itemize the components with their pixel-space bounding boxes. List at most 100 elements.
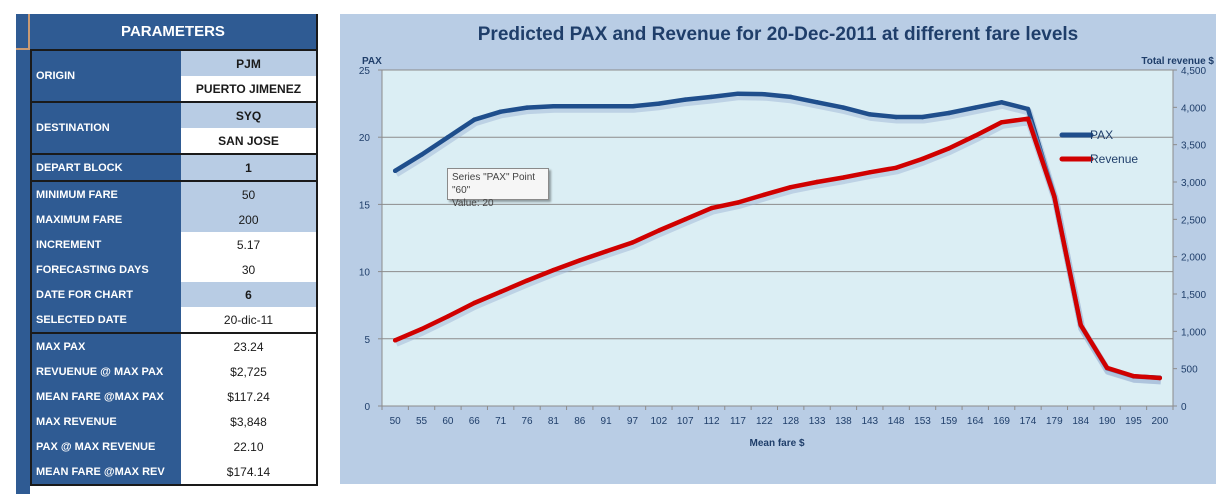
param-label: FORECASTING DAYS <box>30 257 181 282</box>
legend: PAX Revenue <box>1059 128 1138 166</box>
revenue-series-point <box>762 192 767 197</box>
x-tick-label: 179 <box>1046 416 1063 427</box>
revenue-series-point <box>656 228 662 233</box>
pax-series-point <box>788 94 793 100</box>
x-tick-label: 128 <box>782 416 799 427</box>
result-row-mean-fare-at-max-pax: MEAN FARE @MAX PAX $117.24 <box>30 384 318 409</box>
param-row-date-for-chart: DATE FOR CHART 6 <box>30 282 318 307</box>
x-tick-label: 66 <box>469 416 481 427</box>
destination-name-cell[interactable]: SAN JOSE <box>181 128 316 153</box>
param-row-maximum-fare: MAXIMUM FARE 200 <box>30 207 318 232</box>
y2-tick-label: 4,500 <box>1181 66 1206 77</box>
mean-fare-at-max-pax-value: $117.24 <box>181 384 316 409</box>
param-label: MAXIMUM FARE <box>30 207 181 232</box>
increment-cell[interactable]: 5.17 <box>181 232 316 257</box>
minimum-fare-cell[interactable]: 50 <box>181 182 316 207</box>
pax-series-point <box>683 97 688 102</box>
pax-series-point <box>709 94 714 100</box>
forecasting-days-cell[interactable]: 30 <box>181 257 316 282</box>
date-for-chart-cell[interactable]: 6 <box>181 282 316 307</box>
y-tick-label: 10 <box>359 268 371 279</box>
revenue-at-max-pax-value: $2,725 <box>181 359 316 384</box>
parameters-title: PARAMETERS <box>30 14 318 49</box>
pax-series-point <box>999 100 1004 105</box>
revenue-series-point <box>577 258 582 263</box>
cell-selection-marker <box>28 14 30 50</box>
pax-at-max-revenue-value: 22.10 <box>181 434 316 459</box>
revenue-series-point <box>524 278 530 283</box>
y2-tick-label: 2,500 <box>1181 215 1206 226</box>
revenue-series-point <box>472 300 477 306</box>
result-label: MAX REVENUE <box>30 409 181 434</box>
x-tick-label: 60 <box>442 416 454 427</box>
revenue-series-point <box>893 165 899 171</box>
revenue-series-point <box>735 200 741 205</box>
revenue-series-point <box>1104 365 1110 371</box>
revenue-series-point <box>709 205 714 211</box>
result-row-mean-fare-at-max-rev: MEAN FARE @MAX REV $174.14 <box>30 459 318 484</box>
y2-tick-label: 2,000 <box>1181 253 1206 264</box>
data-point-tooltip: Series "PAX" Point "60" Value: 20 <box>447 168 549 209</box>
x-tick-label: 122 <box>756 416 773 427</box>
revenue-series-point <box>1052 194 1057 200</box>
chart-area[interactable]: Predicted PAX and Revenue for 20-Dec-201… <box>340 14 1216 484</box>
revenue-series-point <box>814 179 820 185</box>
destination-code-cell[interactable]: SYQ <box>181 103 316 128</box>
pax-series-point <box>893 114 899 120</box>
y2-tick-label: 500 <box>1181 365 1198 376</box>
pax-series-point <box>735 91 741 96</box>
pax-series-point <box>841 105 846 110</box>
legend-revenue-label: Revenue <box>1090 152 1138 166</box>
origin-code-cell[interactable]: PJM <box>181 51 316 76</box>
x-tick-label: 190 <box>1099 416 1116 427</box>
revenue-series-point <box>788 185 793 190</box>
x-tick-label: 164 <box>967 416 984 427</box>
x-tick-label: 200 <box>1151 416 1168 427</box>
revenue-series-point <box>1131 373 1136 379</box>
y2-tick-label: 3,500 <box>1181 141 1206 152</box>
revenue-series-point <box>973 133 978 138</box>
x-tick-label: 174 <box>1020 416 1037 427</box>
result-row-revenue-at-max-pax: REVUENUE @ MAX PAX $2,725 <box>30 359 318 384</box>
selected-date-cell[interactable]: 20-dic-11 <box>181 307 316 332</box>
result-label: REVUENUE @ MAX PAX <box>30 359 181 384</box>
x-tick-label: 138 <box>835 416 852 427</box>
pax-series-point <box>419 152 424 157</box>
origin-name-cell[interactable]: PUERTO JIMENEZ <box>181 76 316 101</box>
x-tick-label: 86 <box>574 416 586 427</box>
y2-axis-title: Total revenue $ <box>1141 56 1214 67</box>
pax-series-point <box>551 104 556 109</box>
plot-area <box>382 70 1173 406</box>
pax-series-point <box>973 105 978 110</box>
revenue-series-point <box>630 240 635 245</box>
depart-block-cell[interactable]: 1 <box>181 155 316 180</box>
param-label: SELECTED DATE <box>30 307 181 332</box>
param-label: MINIMUM FARE <box>30 182 181 207</box>
revenue-series-point <box>1025 116 1031 121</box>
x-tick-label: 143 <box>861 416 878 427</box>
mean-fare-at-max-rev-value: $174.14 <box>181 459 316 484</box>
pax-series-point <box>445 135 451 140</box>
parameters-panel: PARAMETERS ORIGIN PJM PUERTO JIMENEZ DES… <box>30 14 318 486</box>
chart-title: Predicted PAX and Revenue for 20-Dec-201… <box>477 24 1079 45</box>
x-tick-label: 195 <box>1125 416 1142 427</box>
y2-tick-label: 4,000 <box>1181 103 1206 114</box>
x-tick-label: 107 <box>677 416 694 427</box>
x-tick-label: 117 <box>730 416 746 427</box>
param-row-selected-date: SELECTED DATE 20-dic-11 <box>30 307 318 332</box>
sheet-left-strip <box>16 14 30 494</box>
maximum-fare-cell[interactable]: 200 <box>181 207 316 232</box>
pax-series-point <box>867 112 872 117</box>
x-tick-label: 159 <box>941 416 958 427</box>
x-axis-title: Mean fare $ <box>749 438 804 449</box>
revenue-series-point <box>920 156 925 162</box>
pax-series-point <box>524 105 530 110</box>
y-tick-label: 5 <box>364 335 370 346</box>
x-tick-label: 55 <box>416 416 428 427</box>
revenue-series-point <box>1078 322 1083 328</box>
x-tick-label: 102 <box>651 416 668 427</box>
revenue-series-point <box>999 120 1004 125</box>
y-tick-label: 20 <box>359 133 371 144</box>
param-label: DESTINATION <box>30 103 181 153</box>
legend-pax-label: PAX <box>1090 128 1113 142</box>
